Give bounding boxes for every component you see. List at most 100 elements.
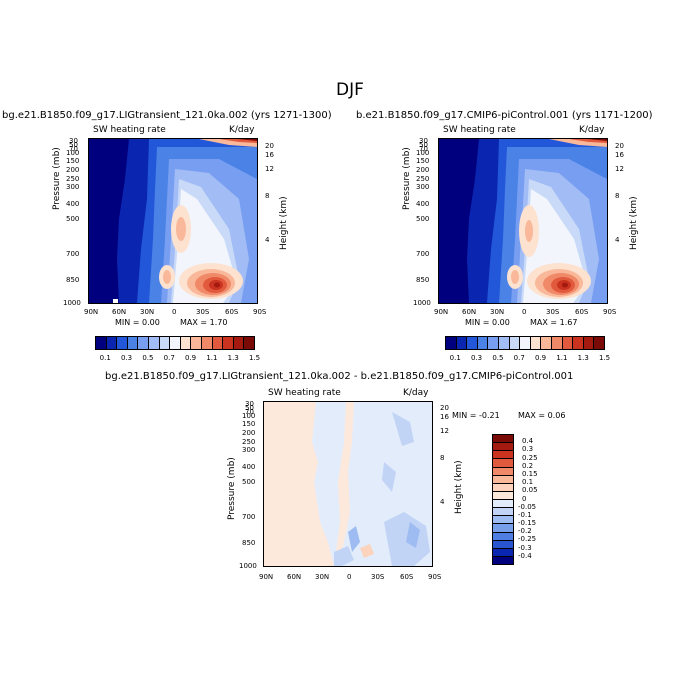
colorbar-level-label: 0.5 (492, 354, 504, 362)
panel-2-ytick-right: 8 (615, 192, 620, 200)
panel-2-plot-area (438, 138, 608, 304)
colorbar-level-label: 1.5 (599, 354, 611, 362)
panel-3-ytick-right: 4 (440, 498, 445, 506)
colorbar-swatch (594, 337, 604, 349)
colorbar-level-label: -0.1 (518, 510, 532, 519)
colorbar-level-label: -0.05 (518, 502, 537, 511)
panel-1-xtick: 90S (253, 308, 267, 316)
panel-1-ylabel-right: Height (km) (279, 196, 289, 250)
colorbar-swatch (96, 337, 107, 349)
panel-2-ytick: 30 (419, 137, 428, 145)
panel-1-units-label: K/day (229, 125, 255, 135)
panel-1-plot-area (88, 138, 258, 304)
panel-3-xtick: 30S (371, 573, 385, 581)
colorbar-swatch (477, 337, 489, 349)
colorbar-swatch (493, 435, 513, 444)
panel-3-xtick: 0 (347, 573, 352, 581)
colorbar-level-label: 0.3 (471, 354, 483, 362)
panel-3-xtick: 30N (315, 573, 330, 581)
colorbar-swatch (498, 337, 510, 349)
panel-1-contour-field (89, 139, 257, 303)
colorbar-swatch (562, 337, 574, 349)
panel-1-min-label: MIN = 0.00 (115, 318, 160, 327)
colorbar-swatch (493, 508, 513, 517)
panel-3-title: bg.e21.B1850.f09_g17.LIGtransient_121.0k… (105, 371, 574, 382)
panel-2-xtick: 60S (575, 308, 589, 316)
colorbar-swatch (212, 337, 224, 349)
colorbar-level-label: -0.25 (518, 535, 537, 544)
colorbar-level-label: 0.3 (522, 445, 534, 454)
colorbar-level-label: 0.2 (522, 461, 534, 470)
figure-title: DJF (336, 80, 364, 100)
panel-1-xtick: 30N (140, 308, 155, 316)
panel-1-xtick: 60N (112, 308, 127, 316)
colorbar-swatch (509, 337, 521, 349)
panel-1-ytick-right: 12 (265, 165, 274, 173)
panel-3-ytick: 150 (242, 420, 256, 428)
panel-3-ytick: 400 (242, 463, 256, 471)
panel-1-ytick-right: 20 (265, 142, 274, 150)
panel-2-units-label: K/day (579, 125, 605, 135)
panel-1-colorbar (95, 336, 255, 350)
panel-1-ytick-right: 8 (265, 192, 270, 200)
colorbar-swatch (138, 337, 149, 349)
panel-3-ytick: 70 (245, 408, 254, 416)
colorbar-swatch (493, 451, 513, 460)
colorbar-level-label: -0.4 (518, 551, 532, 560)
panel-2-variable-label: SW heating rate (443, 125, 516, 135)
panel-3-ylabel: Pressure (mb) (227, 457, 237, 520)
colorbar-swatch (493, 443, 513, 452)
colorbar-level-label: -0.3 (518, 543, 532, 552)
panel-2-xtick: 90S (603, 308, 617, 316)
colorbar-level-label: 0 (522, 494, 527, 503)
colorbar-level-label: -0.2 (518, 527, 532, 536)
panel-2-ytick: 300 (416, 183, 430, 191)
panel-1-variable-label: SW heating rate (93, 125, 166, 135)
panel-2-contour-field (439, 139, 607, 303)
panel-3-ytick: 700 (242, 513, 256, 521)
colorbar-swatch (493, 459, 513, 468)
colorbar-level-label: 1.1 (556, 354, 568, 362)
panel-3-ytick-right: 8 (440, 454, 445, 462)
panel-2-ytick: 700 (416, 250, 430, 258)
panel-2-title: b.e21.B1850.f09_g17.CMIP6-piControl.001 … (356, 110, 653, 121)
panel-3-ytick: 50 (245, 404, 254, 412)
colorbar-swatch (244, 337, 254, 349)
panel-3-xtick: 60S (400, 573, 414, 581)
panel-1-ytick: 500 (66, 215, 80, 223)
colorbar-swatch (493, 475, 513, 484)
colorbar-swatch (233, 337, 245, 349)
colorbar-level-label: -0.15 (518, 519, 537, 528)
panel-1-ytick: 300 (66, 183, 80, 191)
colorbar-swatch (223, 337, 234, 349)
colorbar-swatch (493, 540, 513, 549)
panel-3-min-label: MIN = -0.21 (452, 411, 500, 420)
panel-3-ytick: 500 (242, 478, 256, 486)
panel-1-ytick: 700 (66, 250, 80, 258)
panel-3-ytick: 1000 (239, 562, 257, 570)
colorbar-level-label: 0.4 (522, 437, 534, 446)
panel-1-ylabel: Pressure (mb) (52, 147, 62, 210)
colorbar-swatch (493, 556, 513, 564)
colorbar-swatch (180, 337, 192, 349)
colorbar-swatch (520, 337, 531, 349)
panel-3-colorbar (492, 434, 514, 565)
panel-1-xtick: 90N (84, 308, 99, 316)
panel-1-title: bg.e21.B1850.f09_g17.LIGtransient_121.0k… (2, 110, 332, 121)
colorbar-level-label: 0.7 (163, 354, 175, 362)
panel-1-ytick: 100 (66, 149, 80, 157)
panel-2-ytick: 70 (419, 145, 428, 153)
panel-2-xtick: 30S (546, 308, 560, 316)
colorbar-swatch (493, 483, 513, 492)
colorbar-swatch (117, 337, 128, 349)
colorbar-swatch (583, 337, 595, 349)
colorbar-swatch (493, 524, 513, 533)
colorbar-level-label: 0.5 (142, 354, 154, 362)
colorbar-level-label: 0.3 (121, 354, 133, 362)
panel-2-ytick: 50 (419, 141, 428, 149)
panel-1-ytick: 1000 (63, 299, 81, 307)
panel-3-ytick: 200 (242, 429, 256, 437)
panel-3-plot-area (263, 401, 433, 567)
panel-2-max-label: MAX = 1.67 (530, 318, 578, 327)
colorbar-swatch (541, 337, 552, 349)
